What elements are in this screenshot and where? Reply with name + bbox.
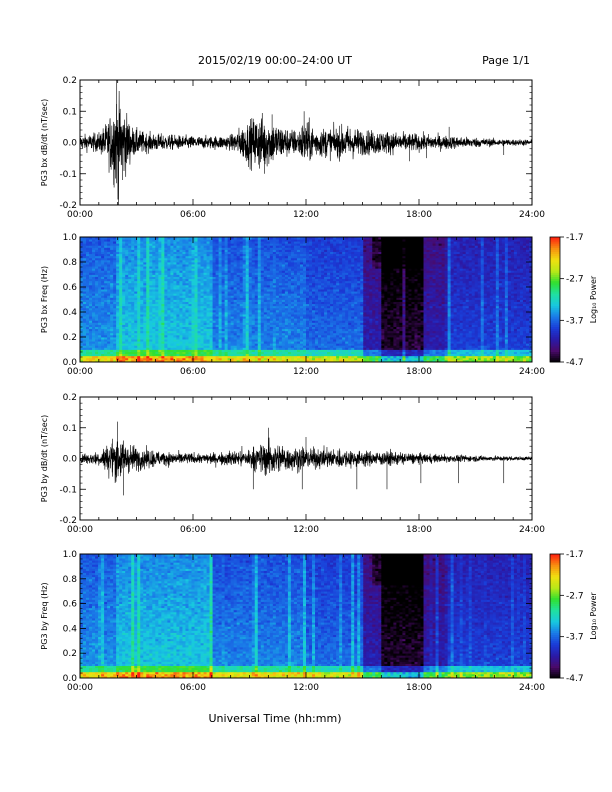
y-ticks xyxy=(80,396,532,521)
panel-4: -1.7 -2.7 -3.7 -4.7 Log₁₀ Power 00:00 06:00 12:… xyxy=(40,550,598,693)
panel-1: 00:00 06:00 12:00 18:00 24:00 -0.2 -0.1 0.0 0.1 0… xyxy=(40,76,545,220)
y-ticks xyxy=(80,79,532,206)
y-tick-label: 0.2 xyxy=(63,393,77,403)
x-tick-label: 12:00 xyxy=(293,367,319,377)
y-tick-label: 1.0 xyxy=(63,550,78,560)
y-tick-label: 0.0 xyxy=(63,358,78,368)
y-tick-label: 0.4 xyxy=(63,308,78,318)
y-tick-label: 0.1 xyxy=(63,424,77,434)
x-minor-ticks xyxy=(79,397,533,520)
x-tick-label: 18:00 xyxy=(406,683,432,693)
panel-3: 00:00 06:00 12:00 18:00 24:00 -0.2 -0.1 0.0 0.1 0… xyxy=(40,393,545,535)
y-tick-label: 0.2 xyxy=(63,333,77,343)
x-tick-label: 00:00 xyxy=(67,525,93,535)
x-tick-label: 18:00 xyxy=(406,367,432,377)
y-tick-label: 0.0 xyxy=(63,455,78,465)
x-minor-ticks xyxy=(79,237,533,362)
y-tick-label: 0.8 xyxy=(63,258,78,268)
waveform-series xyxy=(79,421,533,496)
x-tick-label: 00:00 xyxy=(67,210,93,220)
x-tick-label: 06:00 xyxy=(180,683,206,693)
y-tick-label: 0.6 xyxy=(63,600,78,610)
colorbar-tick-label: -4.7 xyxy=(566,674,584,684)
x-tick-label: 12:00 xyxy=(293,525,319,535)
x-tick-label: 06:00 xyxy=(180,210,206,220)
colorbar-tick-label: -2.7 xyxy=(566,275,584,285)
colorbar-label: Log₁₀ Power xyxy=(589,275,598,323)
x-tick-label: 06:00 xyxy=(180,367,206,377)
colorbar: -1.7 -2.7 -3.7 -4.7 Log₁₀ Power xyxy=(549,233,598,368)
y-tick-label: 0.1 xyxy=(63,107,77,117)
colorbar-tick-label: -3.7 xyxy=(566,633,584,643)
page-title: 2015/02/19 00:00–24:00 UT xyxy=(198,54,352,67)
y-tick-label: 0.6 xyxy=(63,283,78,293)
colorbar-tick-label: -1.7 xyxy=(566,550,584,560)
panels: 00:00 06:00 12:00 18:00 24:00 -0.2 -0.1 0.0 0.1 0… xyxy=(40,76,598,693)
x-tick-label: 18:00 xyxy=(406,525,432,535)
x-tick-label: 18:00 xyxy=(406,210,432,220)
x-tick-label: 00:00 xyxy=(67,367,93,377)
y-tick-label: 0.0 xyxy=(63,674,78,684)
x-tick-label: 12:00 xyxy=(293,210,319,220)
y-ticks xyxy=(80,236,532,363)
x-tick-label: 24:00 xyxy=(519,525,545,535)
x-tick-label: 00:00 xyxy=(67,683,93,693)
y-ticks xyxy=(80,553,532,679)
y-tick-label: 0.2 xyxy=(63,76,77,86)
y-tick-label: -0.1 xyxy=(59,170,77,180)
y-axis-label: PG3 bx dB/dt (nT/sec) xyxy=(40,99,49,186)
y-tick-label: 0.4 xyxy=(63,624,78,634)
spectrogram-cells xyxy=(80,237,533,363)
x-tick-label: 12:00 xyxy=(293,683,319,693)
y-axis-label: PG3 by dB/dt (nT/sec) xyxy=(40,415,49,502)
x-tick-label: 24:00 xyxy=(519,367,545,377)
x-minor-ticks xyxy=(79,80,533,205)
colorbar-tick-label: -1.7 xyxy=(566,233,584,243)
colorbar-label: Log₁₀ Power xyxy=(589,592,598,640)
page-number: Page 1/1 xyxy=(482,54,530,67)
y-tick-label: -0.2 xyxy=(59,201,77,211)
y-tick-label: 0.2 xyxy=(63,649,77,659)
y-tick-label: 0.0 xyxy=(63,139,78,149)
x-axis-label: Universal Time (hh:mm) xyxy=(209,712,342,725)
y-axis-label: PG3 bx Freq (Hz) xyxy=(40,266,49,333)
spectrogram-cells xyxy=(80,554,533,679)
x-tick-label: 06:00 xyxy=(180,525,206,535)
x-tick-label: 24:00 xyxy=(519,210,545,220)
colorbar-tick-label: -3.7 xyxy=(566,316,584,326)
panel-2: -1.7 -2.7 -3.7 -4.7 Log₁₀ Power 00:00 06:00 12:… xyxy=(40,233,598,377)
y-tick-label: -0.1 xyxy=(59,485,77,495)
y-axis-label: PG3 by Freq (Hz) xyxy=(40,582,49,649)
waveform-series xyxy=(79,80,533,205)
y-tick-label: 0.8 xyxy=(63,575,78,585)
colorbar: -1.7 -2.7 -3.7 -4.7 Log₁₀ Power xyxy=(549,550,598,684)
colorbar-tick-label: -2.7 xyxy=(566,591,584,601)
y-tick-label: -0.2 xyxy=(59,516,77,526)
x-tick-label: 24:00 xyxy=(519,683,545,693)
y-tick-label: 1.0 xyxy=(63,233,78,243)
colorbar-tick-label: -4.7 xyxy=(566,358,584,368)
